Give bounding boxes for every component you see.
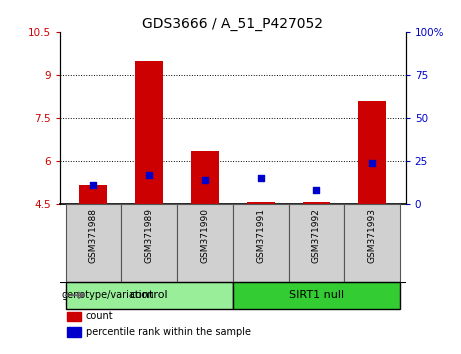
Point xyxy=(201,177,209,183)
Text: genotype/variation: genotype/variation xyxy=(61,290,154,300)
Bar xyxy=(67,327,81,337)
Bar xyxy=(65,204,121,282)
Text: GSM371990: GSM371990 xyxy=(201,208,209,263)
Point xyxy=(368,160,376,165)
Bar xyxy=(191,151,219,204)
Bar xyxy=(135,61,163,204)
Bar xyxy=(67,312,81,321)
Text: control: control xyxy=(130,290,168,300)
Text: GSM371993: GSM371993 xyxy=(368,208,377,263)
Bar xyxy=(65,282,233,309)
Bar xyxy=(233,282,400,309)
Point xyxy=(257,175,264,181)
Bar xyxy=(121,204,177,282)
Text: count: count xyxy=(86,312,113,321)
Point xyxy=(90,182,97,188)
Text: percentile rank within the sample: percentile rank within the sample xyxy=(86,327,251,337)
Point xyxy=(313,187,320,193)
Text: GSM371992: GSM371992 xyxy=(312,208,321,263)
Text: GSM371989: GSM371989 xyxy=(145,208,154,263)
Text: GSM371991: GSM371991 xyxy=(256,208,265,263)
Bar xyxy=(358,101,386,204)
Point xyxy=(146,172,153,177)
Text: GSM371988: GSM371988 xyxy=(89,208,98,263)
Text: SIRT1 null: SIRT1 null xyxy=(289,290,344,300)
Bar xyxy=(79,185,107,204)
Bar xyxy=(233,204,289,282)
Bar xyxy=(289,204,344,282)
Bar xyxy=(302,202,331,204)
Title: GDS3666 / A_51_P427052: GDS3666 / A_51_P427052 xyxy=(142,17,323,31)
Bar xyxy=(344,204,400,282)
Bar xyxy=(177,204,233,282)
Bar xyxy=(247,202,275,204)
